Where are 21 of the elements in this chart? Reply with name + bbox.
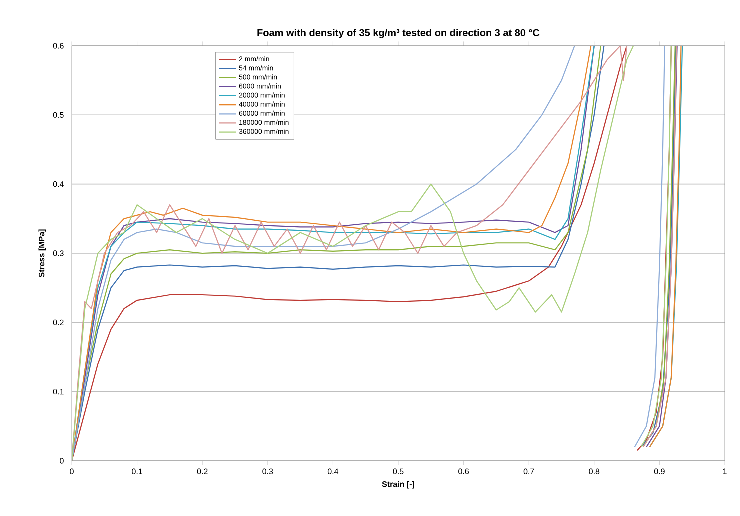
x-tick-label: 0.3 — [262, 468, 274, 474]
x-tick-label: 0.7 — [524, 468, 534, 474]
y-tick-label: 0.3 — [53, 250, 64, 256]
x-tick-label: 0.8 — [589, 468, 600, 474]
x-tick-label: 0.9 — [654, 468, 665, 474]
x-tick-label: 0.4 — [328, 468, 339, 474]
x-tick-label: 0.5 — [393, 468, 404, 474]
y-tick-label: 0.2 — [53, 320, 64, 326]
x-tick-label: 0.6 — [458, 468, 470, 474]
x-tick-label: 0.1 — [132, 468, 142, 474]
y-tick-label: 0.5 — [53, 112, 64, 118]
chart-title: Foam with density of 35 kg/m³ tested on direction 3 at 80 °C — [258, 29, 540, 38]
x-tick-label: 0.2 — [197, 468, 208, 474]
y-tick-label: 0 — [60, 458, 64, 464]
y-tick-label: 0.1 — [53, 388, 64, 395]
y-tick-label: 0.4 — [53, 181, 64, 188]
y-axis-title: Stress [MPa] — [38, 230, 46, 278]
x-tick-label: 0 — [70, 468, 74, 474]
x-axis-title: Strain [-] — [382, 481, 414, 489]
x-tick-label: 1 — [723, 468, 727, 474]
y-tick-label: 0.6 — [53, 43, 64, 49]
